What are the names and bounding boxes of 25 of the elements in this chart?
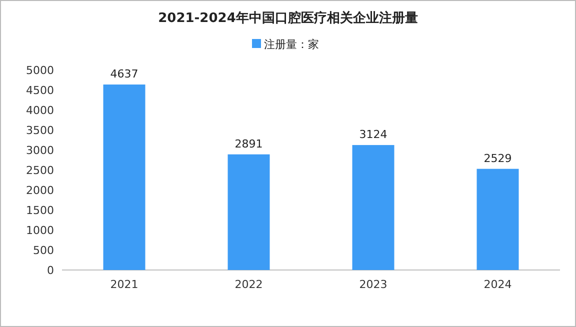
data-label: 3124: [359, 128, 388, 142]
bar: [228, 154, 270, 270]
y-tick-label: 2000: [26, 184, 54, 197]
y-tick-label: 3500: [26, 124, 54, 137]
y-tick-label: 5000: [26, 64, 54, 77]
x-tick-label: 2021: [110, 278, 138, 291]
y-tick-label: 0: [47, 264, 54, 277]
y-tick-label: 4000: [26, 104, 54, 117]
y-tick-label: 3000: [26, 144, 54, 157]
x-tick-label: 2024: [484, 278, 512, 291]
chart-title: 2021-2024年中国口腔医疗相关企业注册量: [158, 10, 418, 26]
data-label: 2891: [234, 137, 263, 150]
data-label: 4637: [110, 68, 138, 81]
y-tick-label: 4500: [26, 84, 54, 97]
bar: [476, 168, 519, 270]
bar: [352, 145, 394, 270]
x-tick-label: 2022: [234, 278, 263, 291]
y-tick-label: 1500: [26, 204, 54, 217]
bar: [103, 84, 146, 270]
legend-label: 注册量：家: [264, 38, 319, 51]
y-tick-label: 1000: [26, 224, 54, 237]
x-tick-label: 2023: [359, 278, 388, 291]
y-tick-label: 2500: [26, 164, 54, 177]
y-tick-label: 500: [33, 244, 54, 257]
data-label: 2529: [484, 152, 512, 165]
